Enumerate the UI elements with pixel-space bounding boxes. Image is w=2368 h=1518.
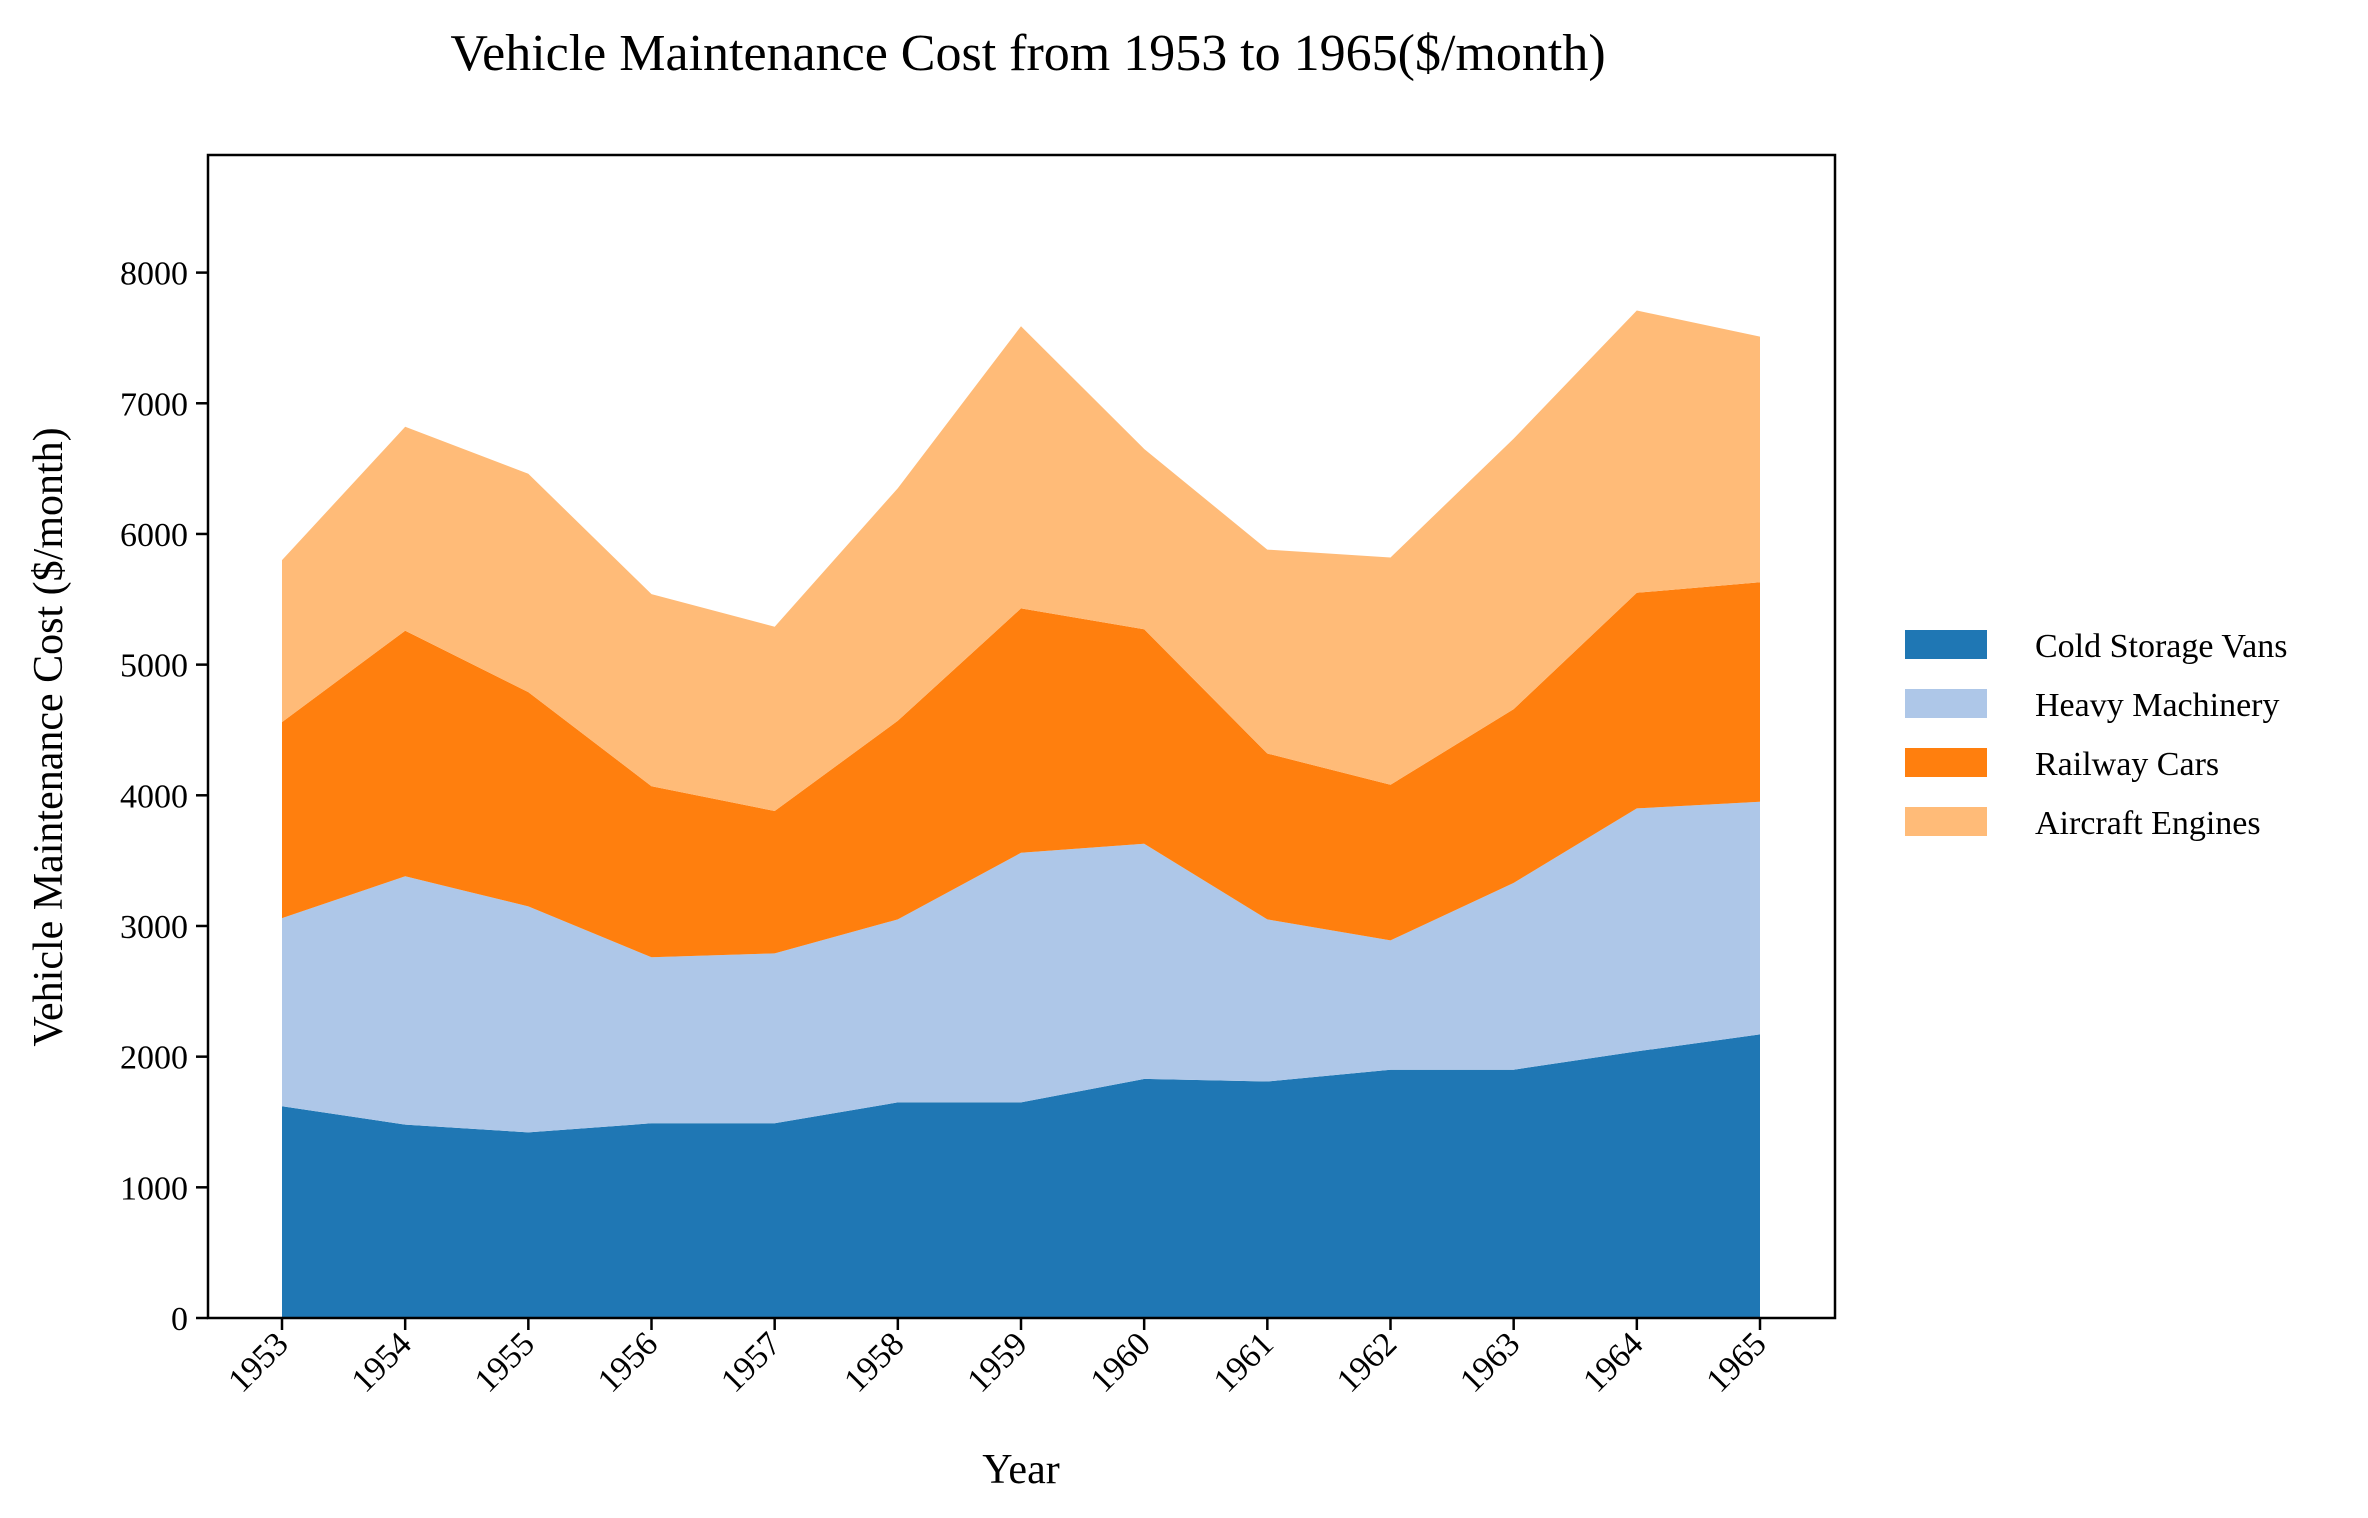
x-tick-label: 1960 [1084, 1325, 1158, 1399]
x-tick-label: 1965 [1699, 1325, 1773, 1399]
y-tick-label: 2000 [120, 1040, 188, 1077]
legend-label: Heavy Machinery [2035, 687, 2280, 724]
x-tick-label: 1954 [345, 1325, 419, 1399]
y-axis: 0 1000 2000 3000 4000 5000 6000 7000 8000 [120, 256, 208, 1338]
x-tick-label: 1962 [1330, 1325, 1404, 1399]
y-tick-label: 6000 [120, 517, 188, 554]
area-heavy-machinery [282, 801, 1760, 1133]
legend-swatch [1905, 748, 1987, 777]
legend-swatch [1905, 807, 1987, 836]
x-tick-label: 1956 [591, 1325, 665, 1399]
area-layers [282, 310, 1760, 1318]
legend-label: Cold Storage Vans [2035, 628, 2287, 665]
legend-swatch [1905, 689, 1987, 718]
x-axis: 1953 1954 1955 1956 1957 1958 1959 1960 1961 1962… [221, 1318, 1774, 1400]
x-tick-label: 1957 [714, 1325, 788, 1399]
y-axis-label: Vehicle Maintenance Cost ($/month) [26, 427, 72, 1046]
legend: Cold Storage Vans Heavy Machinery Railway … [1905, 628, 2287, 842]
legend-label: Railway Cars [2035, 746, 2219, 783]
y-tick-label: 0 [171, 1301, 188, 1338]
x-tick-label: 1958 [837, 1325, 911, 1399]
x-tick-label: 1963 [1453, 1325, 1527, 1399]
y-tick-label: 7000 [120, 386, 188, 423]
y-tick-label: 3000 [120, 909, 188, 946]
x-tick-label: 1959 [960, 1325, 1034, 1399]
y-tick-label: 8000 [120, 256, 188, 293]
x-tick-label: 1955 [468, 1325, 542, 1399]
chart-title: Vehicle Maintenance Cost from 1953 to 19… [450, 25, 1605, 82]
x-axis-label: Year [982, 1447, 1059, 1493]
area-aircraft-engines [282, 310, 1760, 811]
y-tick-label: 1000 [120, 1170, 188, 1207]
y-tick-label: 4000 [120, 778, 188, 815]
area-cold-storage-vans [282, 1034, 1760, 1318]
legend-swatch [1905, 630, 1987, 659]
y-tick-label: 5000 [120, 648, 188, 685]
x-tick-label: 1961 [1207, 1325, 1281, 1399]
x-tick-label: 1964 [1576, 1325, 1650, 1399]
x-tick-label: 1953 [221, 1325, 295, 1399]
area-railway-cars [282, 582, 1760, 958]
legend-label: Aircraft Engines [2035, 805, 2261, 842]
